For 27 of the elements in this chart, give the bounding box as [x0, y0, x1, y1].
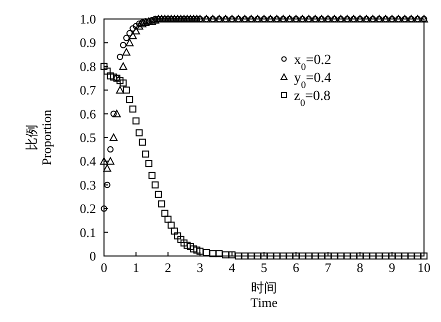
x-axis-title: 时间 Time: [250, 280, 278, 310]
x-tick-label: 0: [100, 260, 108, 275]
y-tick-label: 0.2: [80, 201, 96, 216]
x-tick-label: 1: [132, 260, 140, 275]
legend-label: y$_{0}$=0.4: [294, 71, 332, 90]
y-tick-label: 0.1: [80, 224, 96, 240]
x-tick-label: 10: [418, 260, 430, 275]
y-tick-label: 1.0: [80, 12, 96, 26]
y-tick-label: 0.9: [80, 35, 96, 50]
x-tick-label: 5: [260, 260, 268, 275]
x-tick-label: 9: [388, 260, 396, 275]
legend-label: x$_{0}$=0.2: [294, 53, 332, 72]
x-tick-label: 6: [292, 260, 300, 275]
x-tick-label: 8: [356, 260, 364, 275]
y-tick-label: 0.8: [80, 58, 96, 74]
y-tick-label: 0: [90, 248, 96, 264]
y-tick-label: 0.4: [80, 154, 96, 169]
x-tick-label: 2: [164, 260, 172, 275]
x-tick-label: 4: [228, 260, 236, 275]
y-axis-title: 比例 Proportion: [24, 109, 54, 166]
y-tick-label: 0.6: [80, 106, 96, 122]
y-tick-label: 0.7: [80, 82, 96, 98]
x-tick-label: 7: [324, 260, 332, 275]
x-tick-label: 3: [196, 260, 204, 275]
legend-label: z$_{0}$=0.8: [294, 89, 331, 108]
y-tick-label: 0.5: [80, 130, 96, 145]
y-tick-label: 0.3: [80, 177, 96, 192]
